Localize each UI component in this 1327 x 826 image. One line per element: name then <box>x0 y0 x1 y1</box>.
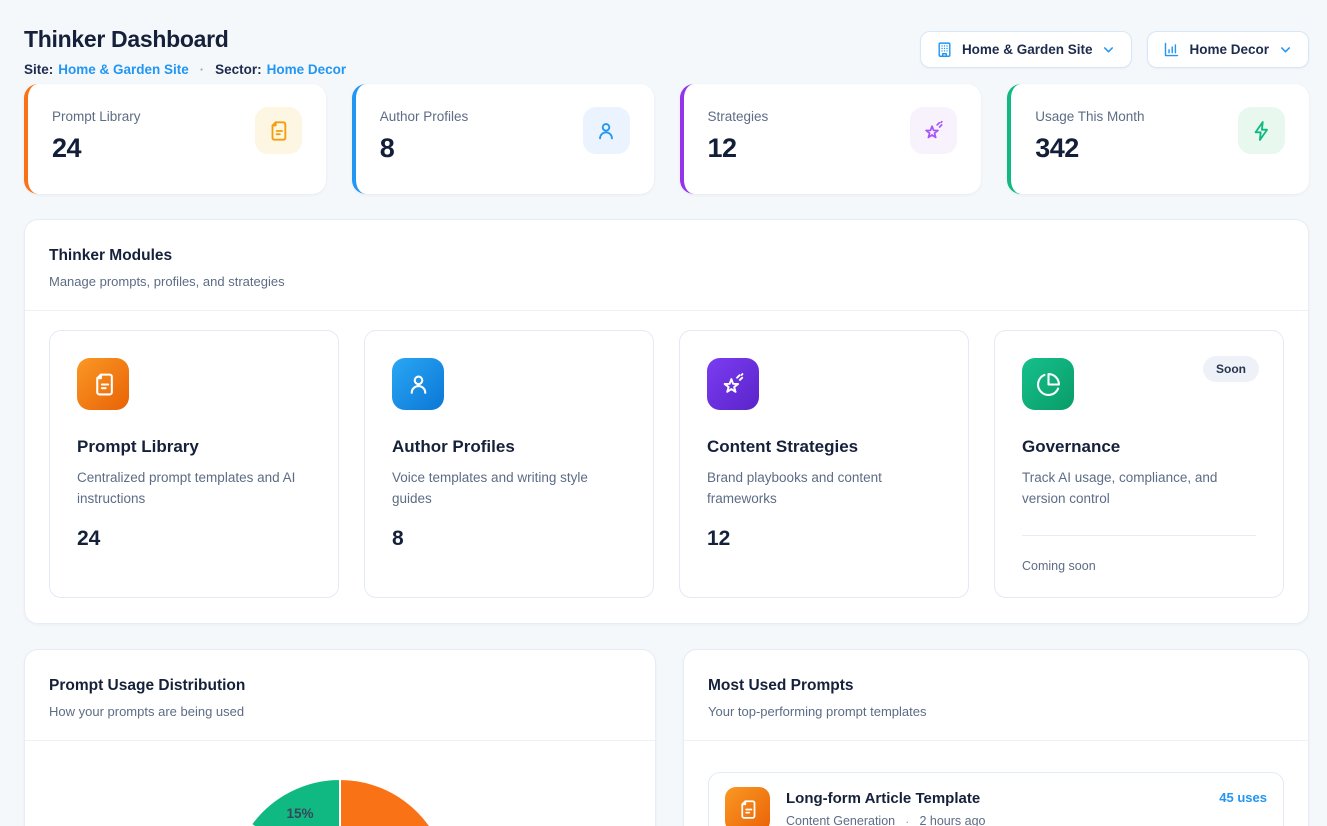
sparkle-star-icon <box>910 107 958 154</box>
modules-panel: Thinker Modules Manage prompts, profiles… <box>24 219 1309 624</box>
donut-chart: 15% <box>248 777 450 826</box>
prompt-list: Long-form Article Template Content Gener… <box>684 741 1308 826</box>
stat-value: 12 <box>707 133 738 163</box>
user-icon <box>392 358 444 410</box>
prompts-panel-title: Most Used Prompts <box>708 676 854 694</box>
header-selectors: Home & Garden Site Home Decor <box>919 31 1309 68</box>
bar-chart-icon <box>1163 41 1180 58</box>
module-title: Prompt Library <box>77 437 199 456</box>
module-title: Governance <box>1022 437 1121 456</box>
top-bar: Thinker Dashboard Site: Home & Garden Si… <box>24 20 1309 77</box>
prompt-item-meta: Content Generation · 2 hours ago <box>786 814 985 826</box>
stat-label: Author Profiles <box>379 109 469 124</box>
donut-segment-label: 15% <box>286 806 313 821</box>
module-description: Track AI usage, compliance, and version … <box>1022 470 1218 506</box>
zap-icon <box>1238 107 1285 154</box>
most-used-prompts-panel: Most Used Prompts Your top-performing pr… <box>683 648 1309 826</box>
stat-value: 342 <box>1035 133 1079 163</box>
module-description: Centralized prompt templates and AI inst… <box>77 470 296 506</box>
module-description: Brand playbooks and content frameworks <box>707 470 882 506</box>
dot-separator: · <box>199 62 205 77</box>
chevron-down-icon <box>1278 42 1293 57</box>
site-selector-dropdown[interactable]: Home & Garden Site <box>919 31 1133 68</box>
page-title: Thinker Dashboard <box>24 26 229 52</box>
module-card-prompt-library[interactable]: Prompt Library Centralized prompt templa… <box>49 330 339 598</box>
stat-value: 8 <box>379 133 395 163</box>
modules-panel-title: Thinker Modules <box>49 247 173 264</box>
soon-badge: Soon <box>1203 356 1259 382</box>
donut-segment-green[interactable] <box>250 777 341 826</box>
module-title: Content Strategies <box>707 437 859 456</box>
bottom-row: Prompt Usage Distribution How your promp… <box>24 648 1309 826</box>
module-title: Author Profiles <box>392 437 515 456</box>
prompt-item-time: 2 hours ago <box>919 814 986 826</box>
divider <box>1022 534 1256 536</box>
prompt-item-uses-badge: 45 uses <box>1219 789 1267 805</box>
module-count: 8 <box>392 526 404 550</box>
module-card-content-strategies[interactable]: Content Strategies Brand playbooks and c… <box>679 330 969 598</box>
site-link[interactable]: Home & Garden Site <box>58 62 189 77</box>
stat-card-prompt-library: Prompt Library 24 <box>24 84 326 194</box>
modules-panel-subtitle: Manage prompts, profiles, and strategies <box>49 274 285 289</box>
stat-value: 24 <box>52 133 82 163</box>
file-text-icon <box>725 786 770 826</box>
header-left: Thinker Dashboard Site: Home & Garden Si… <box>24 20 346 77</box>
sector-selector-dropdown[interactable]: Home Decor <box>1147 31 1309 68</box>
usage-distribution-panel: Prompt Usage Distribution How your promp… <box>24 648 656 826</box>
module-card-governance[interactable]: Soon Governance Track AI usage, complian… <box>994 330 1284 598</box>
stat-card-strategies: Strategies 12 <box>679 84 982 194</box>
dot-separator: · <box>905 813 910 826</box>
chevron-down-icon <box>1101 42 1116 57</box>
prompt-item-title: Long-form Article Template <box>786 789 981 807</box>
file-text-icon <box>254 107 302 154</box>
site-label: Site: <box>24 62 54 77</box>
sparkle-star-icon <box>707 358 759 410</box>
prompts-panel-header: Most Used Prompts Your top-performing pr… <box>684 650 1308 740</box>
file-text-icon <box>77 358 129 410</box>
sector-selector-label: Home Decor <box>1189 42 1269 57</box>
stat-card-usage: Usage This Month 342 <box>1007 84 1309 194</box>
module-card-author-profiles[interactable]: Author Profiles Voice templates and writ… <box>364 330 654 598</box>
sector-label: Sector: <box>215 62 262 77</box>
donut-chart-area: 15% <box>25 741 655 826</box>
divider <box>25 739 655 741</box>
site-sector-row: Site: Home & Garden Site · Sector: Home … <box>24 62 346 77</box>
usage-panel-subtitle: How your prompts are being used <box>49 703 245 719</box>
usage-panel-title: Prompt Usage Distribution <box>49 676 246 694</box>
module-description: Voice templates and writing style guides <box>392 470 588 506</box>
prompt-item-body: Long-form Article Template Content Gener… <box>786 790 985 826</box>
stat-label: Strategies <box>707 109 769 124</box>
stats-row: Prompt Library 24 Author Profiles 8 Stra… <box>24 84 1309 194</box>
module-count: 12 <box>707 526 731 550</box>
pie-chart-icon <box>1022 358 1074 410</box>
modules-grid: Prompt Library Centralized prompt templa… <box>25 311 1308 623</box>
stat-label: Prompt Library <box>52 109 141 124</box>
modules-panel-header: Thinker Modules Manage prompts, profiles… <box>25 220 1308 310</box>
prompt-item-category: Content Generation <box>786 814 896 826</box>
module-footer: Coming soon <box>1022 558 1096 573</box>
list-item-prompt[interactable]: Long-form Article Template Content Gener… <box>708 771 1284 826</box>
divider <box>25 310 1308 311</box>
usage-panel-header: Prompt Usage Distribution How your promp… <box>25 650 655 740</box>
prompts-panel-subtitle: Your top-performing prompt templates <box>708 703 927 719</box>
stat-label: Usage This Month <box>1035 109 1145 124</box>
site-selector-label: Home & Garden Site <box>961 42 1093 57</box>
divider <box>684 739 1308 741</box>
building-icon <box>936 41 953 58</box>
user-icon <box>582 107 630 154</box>
sector-link[interactable]: Home Decor <box>266 62 347 77</box>
donut-segment-orange[interactable] <box>339 777 450 826</box>
module-count: 24 <box>77 526 101 550</box>
stat-card-author-profiles: Author Profiles 8 <box>351 84 654 194</box>
